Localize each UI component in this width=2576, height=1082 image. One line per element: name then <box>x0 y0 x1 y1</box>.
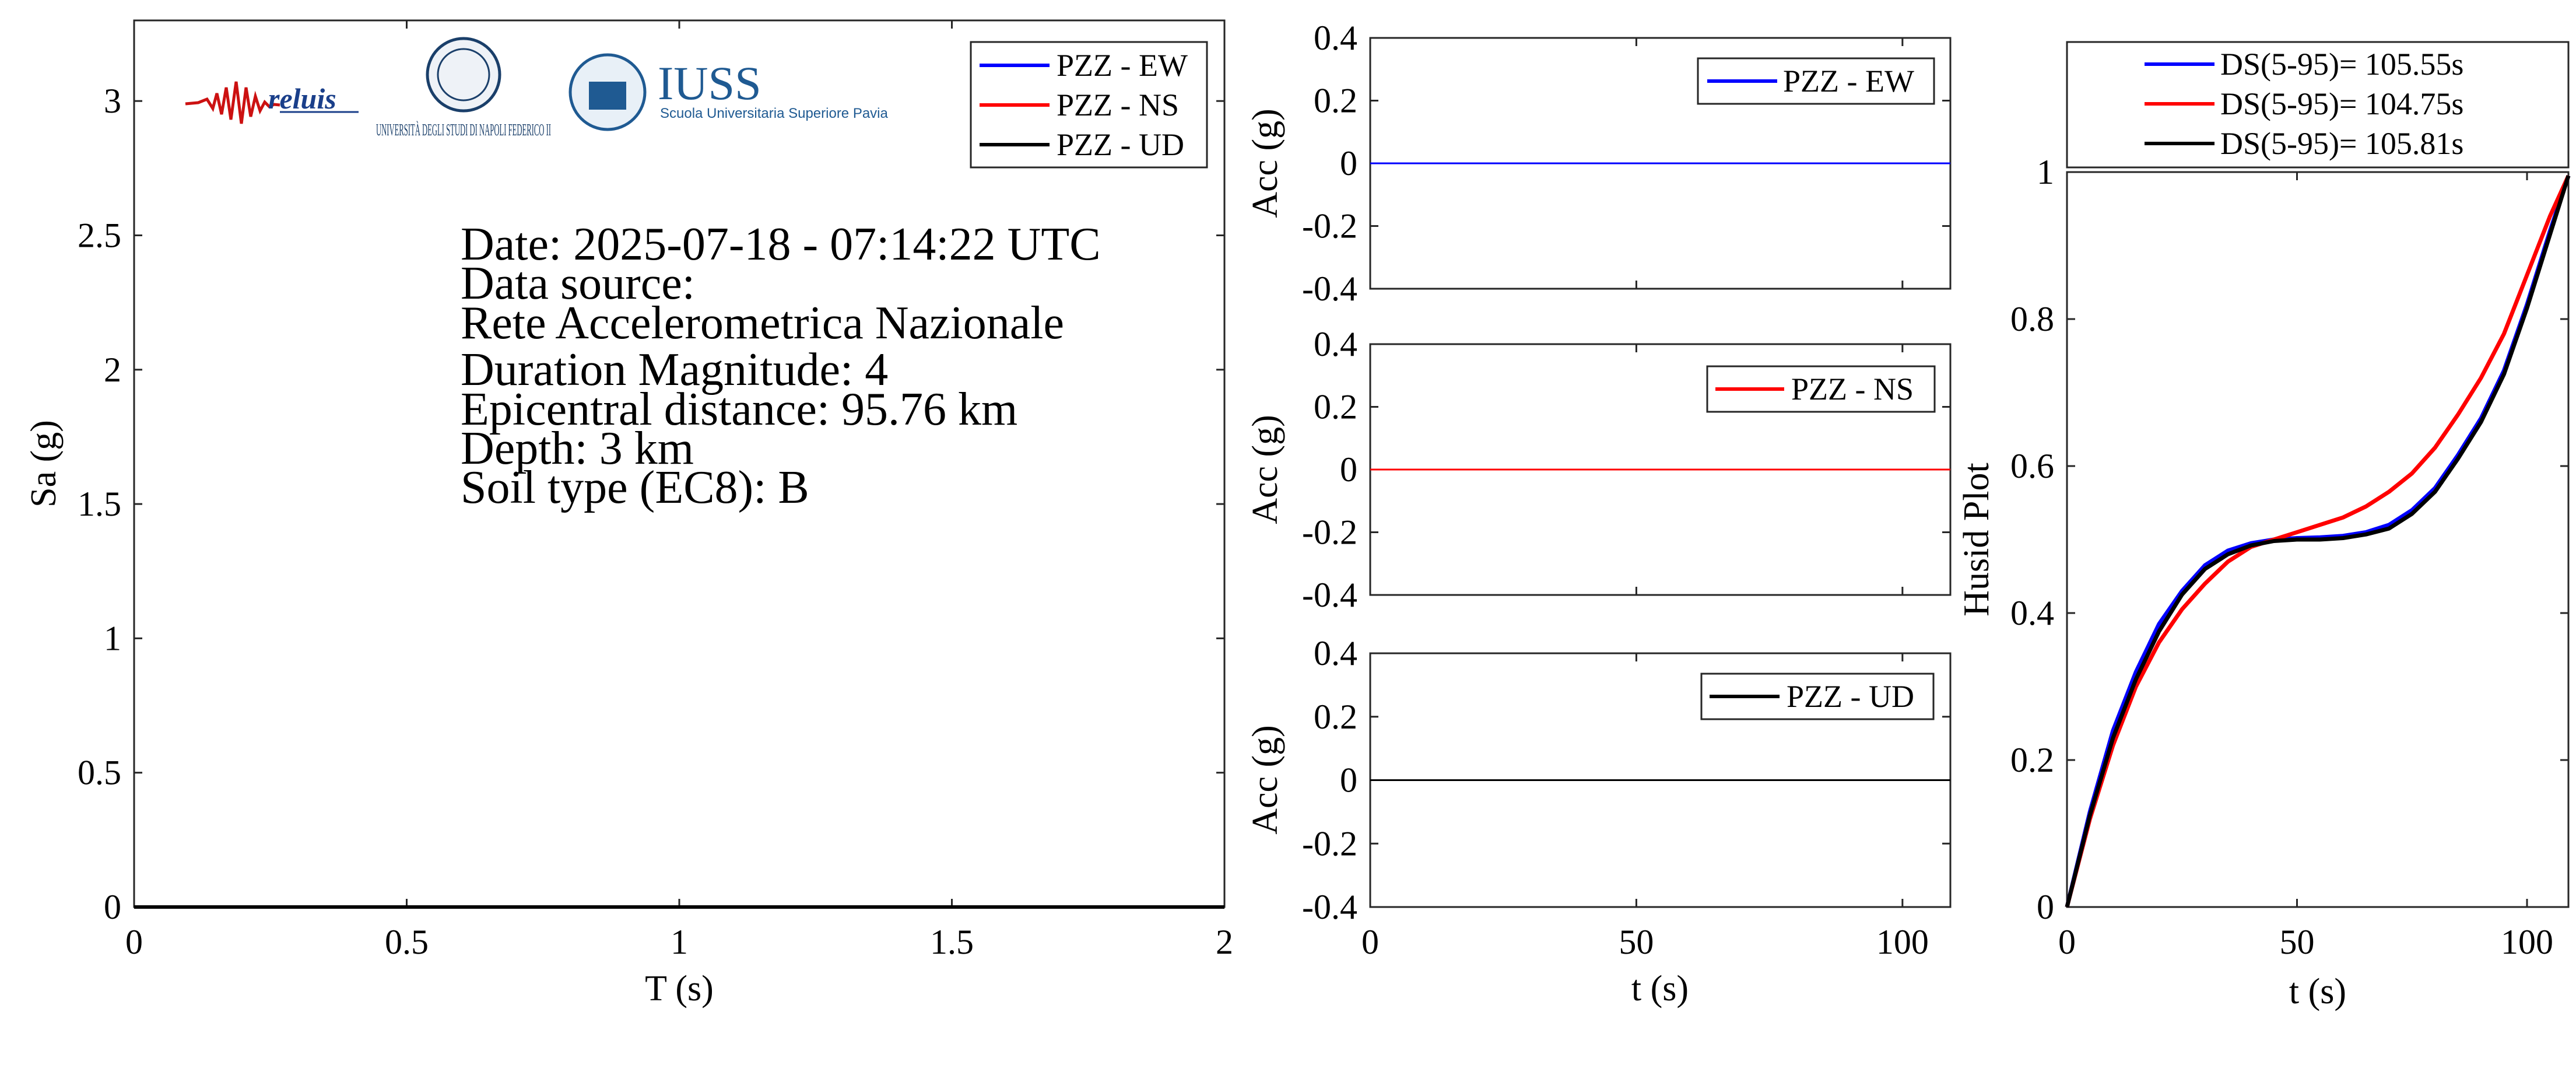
acc-ud-legend: PZZ - UD <box>1700 673 1935 720</box>
ytick-label: -0.4 <box>1302 888 1357 926</box>
husid-series <box>2065 174 2571 908</box>
acc-ew-ticks: -0.4 -0.2 0 0.2 0.4 <box>1302 19 1950 308</box>
spectrum-panel: 0 0.5 1 1.5 2 2.5 3 0 0.5 1 1.5 2 T (s) Sa (g) relu… <box>24 19 1233 1009</box>
ytick-label: 0.5 <box>78 754 121 792</box>
husid-ylabel: Husid Plot <box>1957 463 1996 617</box>
acc-ew-legend-label: PZZ - EW <box>1783 64 1914 99</box>
ytick-label: 0.4 <box>1314 634 1357 673</box>
legend-label-ns: PZZ - NS <box>1057 87 1179 122</box>
acc-ew-ylabel: Acc (g) <box>1245 108 1285 218</box>
ytick-label: 0.2 <box>1314 698 1357 736</box>
ytick-label: 0 <box>1340 450 1357 489</box>
ytick-label: 0.4 <box>1314 325 1357 363</box>
xtick-label: 0 <box>2058 923 2076 961</box>
ytick-label: 2.5 <box>78 216 121 254</box>
spectrum-legend: PZZ - EW PZZ - NS PZZ - UD <box>970 41 1208 169</box>
husid-panel: 0 0.2 0.4 0.6 0.8 1 0 50 100 t (s) Husid Plot DS… <box>1957 41 2571 1011</box>
husid-xlabel: t (s) <box>2289 972 2346 1011</box>
ytick-label: 0 <box>1340 761 1357 800</box>
info-source-label: Data source: <box>461 258 695 309</box>
reluis-text: reluis <box>268 82 336 115</box>
ytick-label: -0.4 <box>1302 576 1357 614</box>
husid-ticks: 0 0.2 0.4 0.6 0.8 1 0 50 100 <box>2010 153 2568 961</box>
iuss-subtitle: Scuola Universitaria Superiore Pavia <box>660 106 889 121</box>
acc-ud-xlabel: t (s) <box>1631 969 1689 1009</box>
husid-legend-label-ud: DS(5-95)= 105.81s <box>2220 126 2463 161</box>
reluis-logo: reluis <box>185 81 359 124</box>
ytick-label: 0.4 <box>1314 19 1357 57</box>
acc-ns-panel: -0.4 -0.2 0 0.2 0.4 Acc (g) PZZ - NS <box>1245 325 1952 614</box>
xtick-label: 1 <box>671 923 688 961</box>
ytick-label: -0.4 <box>1302 269 1357 308</box>
acc-ns-legend-label: PZZ - NS <box>1791 372 1914 407</box>
unina-seal-inner <box>437 48 490 101</box>
iuss-name: IUSS <box>658 57 761 110</box>
spectrum-ticks: 0 0.5 1 1.5 2 2.5 3 0 0.5 1 1.5 2 <box>78 20 1233 961</box>
acc-ud-ylabel: Acc (g) <box>1245 725 1285 835</box>
spectrum-xlabel: T (s) <box>645 969 714 1009</box>
spectrum-ylabel: Sa (g) <box>24 420 64 507</box>
info-distance: Epicentral distance: 95.76 km <box>461 384 1017 435</box>
husid-legend-label-ns: DS(5-95)= 104.75s <box>2220 86 2463 121</box>
ytick-label: 1.5 <box>78 485 121 523</box>
legend-label-ud: PZZ - UD <box>1057 127 1184 162</box>
info-source: Rete Accelerometrica Nazionale <box>461 297 1064 349</box>
legend-label-ew: PZZ - EW <box>1057 48 1188 83</box>
xtick-label: 0.5 <box>385 923 429 961</box>
ytick-label: 1 <box>2037 153 2054 191</box>
ytick-label: 2 <box>104 351 121 389</box>
event-info: Date: 2025-07-18 - 07:14:22 UTC Data sou… <box>461 219 1101 513</box>
husid-legend-label-ew: DS(5-95)= 105.55s <box>2220 47 2463 82</box>
ytick-label: 0 <box>104 888 121 926</box>
iuss-logo: IUSS Scuola Universitaria Superiore Pavi… <box>568 53 889 131</box>
acc-ns-ylabel: Acc (g) <box>1245 415 1285 524</box>
acc-ud-ticks: -0.4 -0.2 0 0.2 0.4 0 50 100 <box>1302 634 1950 961</box>
acc-ew-panel: -0.4 -0.2 0 0.2 0.4 Acc (g) PZZ - EW <box>1245 19 1952 308</box>
ytick-label: 0.2 <box>1314 82 1357 120</box>
ytick-label: 3 <box>104 82 121 120</box>
reluis-wave-icon <box>185 81 280 124</box>
iuss-building-icon <box>589 82 626 110</box>
acc-ud-panel: -0.4 -0.2 0 0.2 0.4 0 50 100 t (s) Acc (g) PZZ … <box>1245 634 1952 1009</box>
xtick-label: 2 <box>1216 923 1233 961</box>
ytick-label: 0.2 <box>2010 741 2054 779</box>
ytick-label: 0.6 <box>2010 447 2054 485</box>
xtick-label: 100 <box>2501 923 2553 961</box>
info-soil: Soil type (EC8): B <box>461 462 809 513</box>
ytick-label: 0.8 <box>2010 300 2054 338</box>
husid-series-line-2 <box>2065 175 2571 908</box>
husid-series-line-1 <box>2065 174 2571 908</box>
xtick-label: 0 <box>125 923 143 961</box>
info-date: Date: 2025-07-18 - 07:14:22 UTC <box>461 219 1101 270</box>
ytick-label: 0 <box>1340 144 1357 183</box>
xtick-label: 0 <box>1361 923 1379 961</box>
unina-logo: UNIVERSITÀ DEGLI STUDI DI NAPOLI FEDERIC… <box>376 37 551 139</box>
ytick-label: 0 <box>2037 888 2054 926</box>
acc-ud-legend-label: PZZ - UD <box>1787 679 1914 714</box>
ytick-label: 1 <box>104 619 121 657</box>
ytick-label: 0.4 <box>2010 594 2054 632</box>
xtick-label: 100 <box>1876 923 1929 961</box>
xtick-label: 50 <box>1619 923 1654 961</box>
ytick-label: -0.2 <box>1302 513 1357 552</box>
husid-legend: DS(5-95)= 105.55s DS(5-95)= 104.75s DS(5… <box>2066 41 2570 169</box>
unina-text: UNIVERSITÀ DEGLI STUDI DI NAPOLI FEDERIC… <box>376 121 551 139</box>
info-magnitude: Duration Magnitude: 4 <box>461 344 888 395</box>
ytick-label: 0.2 <box>1314 388 1357 426</box>
info-depth: Depth: 3 km <box>461 423 694 474</box>
xtick-label: 50 <box>2279 923 2314 961</box>
acc-ew-legend: PZZ - EW <box>1697 57 1935 105</box>
acc-ns-legend: PZZ - NS <box>1706 365 1936 413</box>
ytick-label: -0.2 <box>1302 207 1357 246</box>
xtick-label: 1.5 <box>930 923 974 961</box>
ytick-label: -0.2 <box>1302 824 1357 863</box>
